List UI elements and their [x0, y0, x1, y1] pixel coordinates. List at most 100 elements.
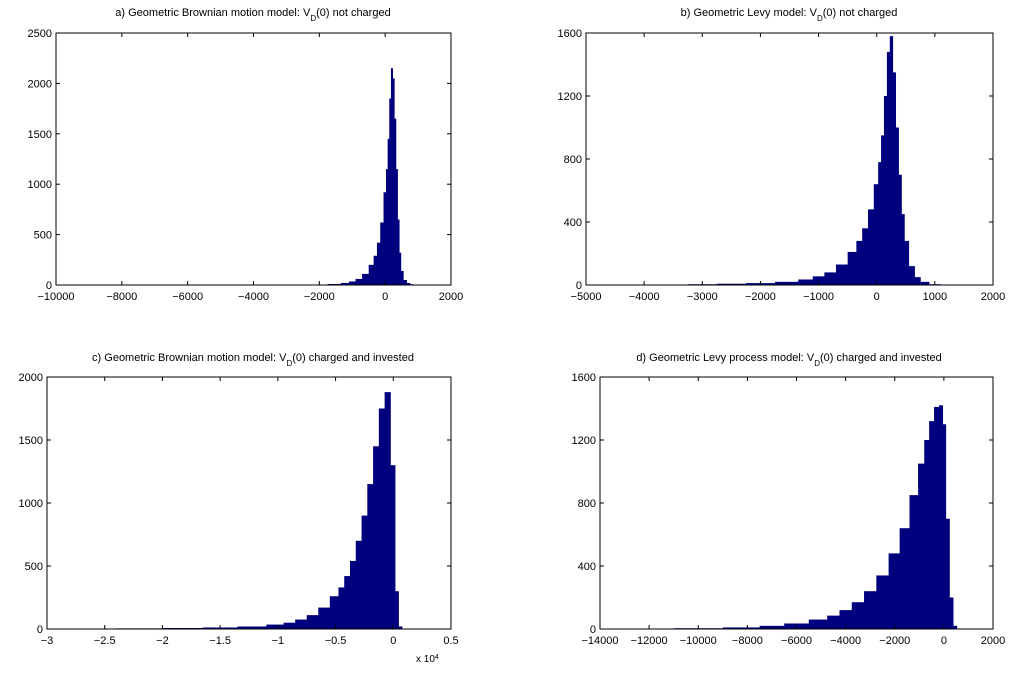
bar-c: [344, 576, 351, 629]
bar-b: [898, 174, 902, 285]
x-tick-label-a: 2000: [439, 291, 463, 303]
bar-c: [367, 484, 374, 629]
plot-frame-b: [585, 32, 994, 286]
bar-c: [162, 627, 204, 629]
bar-d: [929, 421, 935, 629]
bars-b: [687, 36, 942, 286]
bar-d: [722, 627, 761, 629]
x-tick-label-a: 0: [382, 291, 388, 303]
x-tick-label-c: 0.5: [443, 635, 458, 647]
y-tick-label-d: 400: [578, 561, 596, 573]
bar-a: [348, 281, 356, 285]
x-tick-label-a: −4000: [238, 291, 269, 303]
y-tick-label-b: 0: [576, 280, 582, 292]
bar-b: [908, 266, 915, 285]
bar-d: [876, 575, 890, 629]
y-tick-label-a: 1000: [28, 179, 52, 191]
chart-title-c: c) Geometric Brownian motion model: VD(0…: [92, 352, 414, 368]
ticks-d: −14000 −12000 −10000 −8000 −6000 −4000 −2000 0 2…: [572, 372, 1006, 647]
bar-c: [318, 607, 331, 629]
x-tick-label-a: −8000: [106, 291, 137, 303]
bar-a: [385, 169, 389, 285]
bar-d: [827, 615, 840, 629]
y-tick-label-a: 0: [46, 280, 52, 292]
bar-a: [397, 219, 400, 285]
bar-a: [380, 222, 384, 285]
x-tick-label-c: 0: [390, 635, 396, 647]
y-tick-label-a: 1500: [28, 129, 52, 141]
ticks-b: −5000 −4000 −3000 −2000 −1000 0 1000 2000 0 400 80…: [558, 28, 1006, 303]
bar-c: [395, 591, 399, 629]
x-tick-label-d: −12000: [631, 635, 668, 647]
y-tick-label-b: 1200: [558, 91, 582, 103]
bar-b: [824, 272, 837, 285]
y-tick-label-a: 2000: [28, 78, 52, 90]
bar-b: [892, 72, 897, 285]
bar-c: [306, 615, 319, 629]
x-tick-label-b: 1000: [923, 291, 947, 303]
bar-b: [774, 281, 799, 285]
y-tick-label-c: 2000: [19, 372, 43, 384]
bar-a: [395, 169, 398, 285]
bar-c: [350, 560, 357, 629]
bar-b: [886, 51, 891, 286]
bars-c: [70, 392, 403, 629]
x-tick-label-c: −0.5: [325, 635, 347, 647]
y-tick-label-c: 500: [25, 561, 43, 573]
bar-c: [266, 624, 285, 629]
y-tick-label-b: 1600: [558, 28, 582, 40]
y-tick-label-c: 1000: [19, 498, 43, 510]
bar-b: [901, 214, 905, 285]
bar-c: [283, 622, 296, 629]
bar-a: [327, 283, 342, 285]
bar-d: [808, 619, 828, 629]
y-tick-label-c: 0: [37, 624, 43, 636]
x-tick-label-c: −1: [272, 635, 285, 647]
x-multiplier-c: x 104: [416, 654, 439, 666]
bar-c: [373, 446, 380, 629]
bar-b: [914, 277, 921, 285]
x-tick-label-c: −3: [41, 635, 54, 647]
bar-a: [383, 192, 387, 285]
bar-c: [338, 587, 345, 629]
bar-b: [798, 279, 814, 285]
x-tick-label-d: 0: [941, 635, 947, 647]
y-tick-label-d: 800: [578, 498, 596, 510]
bar-b: [873, 184, 879, 285]
bar-b: [920, 281, 930, 285]
x-tick-label-d: −10000: [680, 635, 717, 647]
bar-b: [878, 162, 882, 285]
y-tick-label-a: 2500: [28, 28, 52, 40]
bar-c: [361, 515, 368, 629]
x-tick-label-b: −2000: [745, 291, 776, 303]
x-tick-label-b: −5000: [571, 291, 602, 303]
bar-c: [237, 626, 267, 629]
ticks-a: −10000 −8000 −6000 −4000 −2000 0 2000 0 500 1000 1…: [28, 28, 464, 303]
y-tick-label-d: 1200: [572, 435, 596, 447]
bar-d: [918, 463, 925, 629]
x-tick-label-a: −2000: [304, 291, 335, 303]
bar-d: [953, 625, 958, 629]
x-tick-label-b: 0: [874, 291, 880, 303]
bar-d: [945, 518, 950, 629]
bar-c: [398, 626, 403, 629]
bars-d: [624, 405, 958, 629]
bar-d: [839, 610, 853, 629]
bar-d: [949, 597, 954, 629]
bar-c: [390, 465, 396, 629]
y-tick-label-d: 0: [590, 624, 596, 636]
x-tick-label-c: −2: [156, 635, 169, 647]
bar-c: [355, 540, 362, 629]
bar-b: [889, 36, 894, 286]
bar-b: [812, 276, 825, 285]
y-tick-label-d: 1600: [572, 372, 596, 384]
bar-b: [883, 96, 888, 285]
bar-c: [295, 619, 308, 629]
bar-c: [384, 392, 391, 629]
bar-b: [847, 251, 857, 285]
bar-b: [716, 283, 747, 285]
bar-a: [400, 270, 404, 285]
bar-b: [867, 209, 875, 285]
y-tick-label-c: 1500: [19, 435, 43, 447]
